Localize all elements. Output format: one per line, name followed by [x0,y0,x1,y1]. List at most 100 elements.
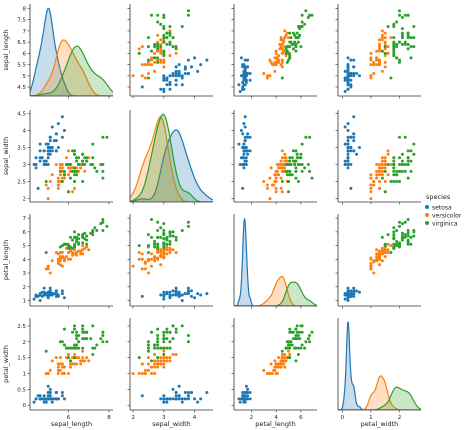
point-versicolor [275,58,279,62]
point-setosa [241,87,245,91]
panel-grid: 4.5 5 5.5 6 6.5 7 7.5 8 2 2.5 3 3.5 4 4.5 1 2 3 4 5 6 7 6 8 0 0.… [2,4,421,428]
point-versicolor [375,257,379,261]
point-setosa [186,290,190,294]
point-setosa [183,72,187,76]
point-setosa [168,87,172,91]
point-setosa [352,294,356,298]
point-setosa [140,394,144,398]
point-versicolor [146,362,150,366]
point-virginica [409,45,413,49]
point-virginica [392,163,396,167]
point-virginica [162,337,166,341]
point-versicolor [279,36,283,40]
point-versicolor [282,49,286,53]
point-versicolor [279,359,283,363]
point-setosa [241,186,245,190]
legend: species setosa versicolor virginica [425,193,462,227]
point-setosa [238,400,242,404]
point-setosa [183,292,187,296]
point-virginica [293,346,297,350]
panel-petal_length-vs-petal_length [233,214,317,309]
point-versicolor [380,163,384,167]
point-versicolor [143,368,147,372]
panel-sepal_width-vs-sepal_width [129,110,213,205]
point-setosa [346,87,350,91]
point-virginica [300,343,304,347]
point-virginica [73,166,77,170]
point-versicolor [282,40,286,44]
point-setosa [171,397,175,401]
point-virginica [168,234,172,238]
point-versicolor [140,267,144,271]
point-versicolor [273,60,277,64]
point-virginica [156,242,160,246]
point-setosa [243,67,247,71]
point-virginica [75,159,79,163]
point-versicolor [378,169,381,173]
point-virginica [409,56,413,60]
point-virginica [168,31,172,35]
point-versicolor [153,372,157,376]
point-versicolor [282,163,286,167]
panel-petal_width-vs-sepal_width: 2 3 4 [127,318,213,421]
point-setosa [199,293,203,297]
kde-fill-versicolor-sepal_width [130,116,213,202]
point-setosa [248,391,252,395]
point-versicolor [162,58,166,62]
point-virginica [91,163,95,167]
point-setosa [346,166,350,170]
point-virginica [162,40,166,44]
point-virginica [101,217,105,221]
point-setosa [248,149,252,153]
point-virginica [400,33,404,37]
point-versicolor [56,183,60,187]
point-virginica [162,49,166,53]
point-versicolor [56,372,60,376]
point-setosa [159,397,163,401]
point-versicolor [383,31,387,35]
point-virginica [291,47,295,51]
point-versicolor [79,362,83,366]
point-virginica [171,234,175,238]
point-virginica [73,169,77,173]
point-virginica [392,159,396,163]
panel-sepal_width-vs-petal_length [231,110,317,205]
point-versicolor [375,169,379,173]
point-setosa [162,87,166,91]
point-versicolor [60,166,64,170]
point-setosa [174,74,178,78]
point-virginica [294,359,298,363]
point-virginica [291,149,295,153]
point-versicolor [275,372,279,376]
point-versicolor [279,159,283,163]
point-virginica [398,241,402,245]
point-versicolor [369,51,373,55]
point-versicolor [162,60,166,64]
point-setosa [177,74,181,78]
point-virginica [406,176,410,180]
x-tick-label: 1 [369,415,373,421]
point-virginica [285,340,289,344]
point-setosa [357,145,361,149]
kde-line-virginica-sepal_width [130,113,213,202]
point-setosa [38,149,42,153]
point-versicolor [268,58,272,62]
point-versicolor [378,186,381,190]
point-virginica [186,13,190,17]
point-versicolor [156,58,160,62]
point-setosa [352,135,356,139]
point-virginica [73,356,77,360]
point-versicolor [380,259,384,263]
point-setosa [48,290,52,294]
x-axis-label-sepal_width: sepal_width [152,420,190,428]
point-virginica [392,156,396,160]
point-versicolor [375,63,379,67]
kde-line-virginica-petal_width [338,386,421,410]
point-setosa [242,156,246,160]
point-setosa [244,384,248,388]
point-versicolor [369,58,373,62]
point-virginica [395,173,399,177]
point-versicolor [168,250,172,254]
point-virginica [392,54,396,58]
point-virginica [58,169,62,173]
